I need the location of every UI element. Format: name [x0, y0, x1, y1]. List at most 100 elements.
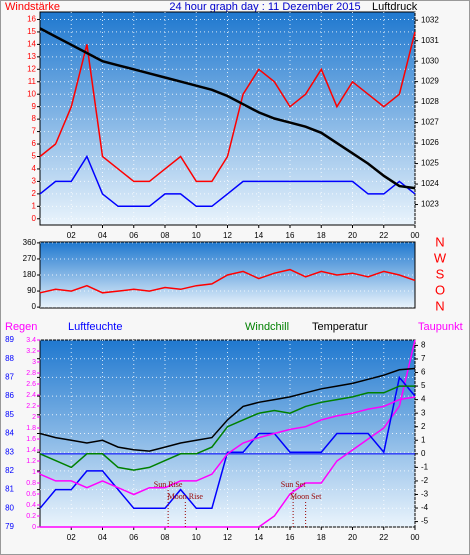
y-tick-label: 0 — [32, 214, 37, 223]
series-line — [39, 385, 415, 471]
y3-tick-label: 3.2 — [26, 348, 36, 355]
y-tick-label: 88 — [5, 354, 14, 363]
direction-label: N — [435, 299, 444, 314]
event-label: Sun Set — [281, 480, 306, 489]
y2-tick-label: -5 — [421, 517, 429, 526]
y-tick-label: 5 — [32, 152, 37, 161]
y-tick-label: 86 — [5, 391, 14, 400]
y3-tick-label: 2 — [32, 414, 36, 421]
y-tick-label: 7 — [32, 127, 37, 136]
y3-tick-label: 3 — [32, 359, 36, 366]
event-label: Moon Rise — [168, 492, 204, 501]
y2-tick-label: 1032 — [421, 15, 439, 24]
x-tick-label: 14 — [254, 231, 263, 240]
y2-tick-label: 4 — [421, 395, 426, 404]
y3-tick-label: 1.4 — [26, 447, 36, 454]
y2-tick-label: 0 — [421, 449, 426, 458]
series-line — [39, 154, 416, 208]
y-tick-label: 90 — [27, 286, 36, 295]
x-tick-label: 00 — [411, 231, 420, 240]
y-tick-label: 15 — [27, 27, 36, 36]
series-line — [39, 396, 416, 496]
y2-tick-label: -3 — [421, 490, 429, 499]
y-tick-label: 180 — [23, 270, 37, 279]
y-tick-label: 84 — [5, 429, 14, 438]
x-tick-label: 10 — [192, 231, 201, 240]
y-tick-label: 87 — [5, 373, 14, 382]
x-tick-label: 22 — [379, 533, 388, 542]
y3-tick-label: 1.8 — [26, 425, 36, 432]
y3-tick-label: 1 — [32, 469, 36, 476]
y3-tick-label: 3.4 — [26, 337, 36, 344]
y2-tick-label: 7 — [421, 354, 426, 363]
legend-label: Luftdruck — [372, 1, 418, 13]
direction-label: O — [435, 282, 445, 297]
x-tick-label: 16 — [286, 231, 295, 240]
y3-tick-label: 0.8 — [26, 480, 36, 487]
y3-tick-label: 0 — [32, 524, 36, 531]
series-line — [39, 27, 416, 190]
y-tick-label: 360 — [23, 238, 37, 247]
x-tick-label: 02 — [67, 533, 76, 542]
y-tick-label: 10 — [27, 89, 36, 98]
y2-tick-label: 5 — [421, 381, 426, 390]
y3-tick-label: 1.6 — [26, 436, 36, 443]
y-tick-label: 4 — [32, 164, 37, 173]
y-tick-label: 14 — [27, 39, 36, 48]
y-tick-label: 83 — [5, 447, 14, 456]
y3-tick-label: 0.6 — [26, 491, 36, 498]
x-tick-label: 04 — [98, 231, 107, 240]
x-tick-label: 08 — [161, 533, 170, 542]
y2-tick-label: -2 — [421, 476, 429, 485]
y2-tick-label: -1 — [421, 462, 429, 471]
y3-tick-label: 2.2 — [26, 403, 36, 410]
y-tick-label: 79 — [5, 522, 14, 531]
y2-tick-label: 1031 — [421, 36, 439, 45]
x-tick-label: 00 — [411, 533, 420, 542]
x-tick-label: 06 — [129, 231, 138, 240]
series-line — [39, 268, 416, 294]
x-tick-label: 14 — [254, 533, 263, 542]
y2-tick-label: 8 — [421, 341, 426, 350]
x-tick-label: 22 — [379, 231, 388, 240]
y3-tick-label: 0.2 — [26, 513, 36, 520]
y-tick-label: 0 — [32, 302, 37, 311]
direction-label: W — [434, 250, 447, 265]
y2-tick-label: 1027 — [421, 118, 439, 127]
series-line — [39, 375, 416, 510]
y-tick-label: 2 — [32, 189, 37, 198]
x-tick-label: 02 — [67, 231, 76, 240]
x-tick-label: 18 — [317, 533, 326, 542]
plot-area — [39, 11, 416, 226]
legend-label: Windchill — [245, 321, 289, 333]
x-tick-label: 10 — [192, 533, 201, 542]
y2-tick-label: 1028 — [421, 97, 439, 106]
y2-tick-label: 1 — [421, 435, 426, 444]
chart-title: 24 hour graph day : 11 Dezember 2015 — [169, 1, 360, 13]
y2-tick-label: -4 — [421, 503, 429, 512]
event-label: Moon Set — [290, 492, 322, 501]
legend-label: Regen — [5, 321, 37, 333]
series-line — [39, 31, 416, 183]
legend-label: Taupunkt — [418, 321, 463, 333]
y3-tick-label: 2.8 — [26, 370, 36, 377]
wind-label: Windstärke — [5, 1, 60, 13]
y-tick-label: 16 — [27, 15, 36, 24]
y-tick-label: 85 — [5, 410, 14, 419]
y3-tick-label: 2.6 — [26, 381, 36, 388]
y-tick-label: 80 — [5, 503, 14, 512]
y-tick-label: 13 — [27, 52, 36, 61]
y-tick-label: 89 — [5, 335, 14, 344]
series-line — [40, 339, 416, 528]
y3-tick-label: 0.4 — [26, 502, 36, 509]
y2-tick-label: 2 — [421, 422, 426, 431]
y3-tick-label: 1.2 — [26, 458, 36, 465]
y3-tick-label: 2.4 — [26, 392, 36, 399]
direction-label: S — [436, 266, 445, 281]
y-tick-label: 9 — [32, 102, 37, 111]
x-tick-label: 08 — [161, 231, 170, 240]
x-tick-label: 18 — [317, 231, 326, 240]
y-tick-label: 3 — [32, 177, 37, 186]
y2-tick-label: 1029 — [421, 77, 439, 86]
y2-tick-label: 3 — [421, 408, 426, 417]
